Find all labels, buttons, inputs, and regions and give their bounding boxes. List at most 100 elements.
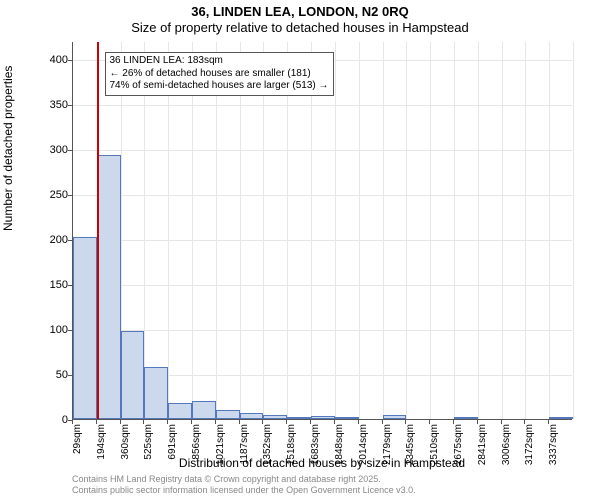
x-tick-label: 360sqm xyxy=(120,424,131,474)
y-tick-mark xyxy=(68,375,72,376)
x-tick-mark xyxy=(358,420,359,424)
x-tick-mark xyxy=(167,420,168,424)
gridline-v xyxy=(359,42,360,419)
gridline-h xyxy=(73,195,572,196)
x-tick-mark xyxy=(286,420,287,424)
chart-title-sub: Size of property relative to detached ho… xyxy=(0,20,600,35)
x-tick-mark xyxy=(405,420,406,424)
gridline-v xyxy=(525,42,526,419)
x-tick-mark xyxy=(477,420,478,424)
gridline-h xyxy=(73,105,572,106)
x-tick-label: 29sqm xyxy=(72,424,83,474)
gridline-v xyxy=(335,42,336,419)
y-tick-label: 200 xyxy=(28,234,68,246)
gridline-v xyxy=(144,42,145,419)
y-tick-label: 350 xyxy=(28,99,68,111)
y-tick-mark xyxy=(68,195,72,196)
gridline-v xyxy=(502,42,503,419)
gridline-h xyxy=(73,150,572,151)
y-tick-label: 0 xyxy=(28,414,68,426)
gridline-v xyxy=(168,42,169,419)
y-tick-mark xyxy=(68,105,72,106)
y-tick-label: 400 xyxy=(28,54,68,66)
chart-title-main: 36, LINDEN LEA, LONDON, N2 0RQ xyxy=(0,4,600,19)
x-tick-mark xyxy=(429,420,430,424)
x-tick-label: 2179sqm xyxy=(382,424,393,474)
x-tick-label: 2841sqm xyxy=(477,424,488,474)
gridline-v xyxy=(216,42,217,419)
annotation-line-1: 36 LINDEN LEA: 183sqm xyxy=(110,55,329,68)
gridline-v xyxy=(549,42,550,419)
y-tick-label: 250 xyxy=(28,189,68,201)
y-tick-mark xyxy=(68,240,72,241)
histogram-bar xyxy=(216,410,240,419)
x-tick-label: 3006sqm xyxy=(501,424,512,474)
y-axis-label: Number of detached properties xyxy=(1,66,15,231)
gridline-v xyxy=(430,42,431,419)
y-tick-label: 150 xyxy=(28,279,68,291)
x-tick-label: 1518sqm xyxy=(286,424,297,474)
property-marker-line xyxy=(97,42,99,419)
histogram-bar xyxy=(168,403,192,419)
x-tick-mark xyxy=(524,420,525,424)
annotation-line-2: ← 26% of detached houses are smaller (18… xyxy=(110,68,329,81)
gridline-h xyxy=(73,285,572,286)
y-tick-label: 300 xyxy=(28,144,68,156)
x-tick-mark xyxy=(262,420,263,424)
gridline-v xyxy=(406,42,407,419)
x-tick-mark xyxy=(191,420,192,424)
chart-container: 36, LINDEN LEA, LONDON, N2 0RQ Size of p… xyxy=(0,0,600,500)
gridline-h xyxy=(73,240,572,241)
histogram-bar xyxy=(335,417,359,419)
x-tick-label: 2014sqm xyxy=(358,424,369,474)
gridline-v xyxy=(311,42,312,419)
x-tick-label: 1021sqm xyxy=(215,424,226,474)
histogram-bar xyxy=(192,401,216,419)
histogram-bar xyxy=(73,237,97,419)
x-tick-mark xyxy=(239,420,240,424)
x-tick-mark xyxy=(96,420,97,424)
x-tick-label: 1848sqm xyxy=(334,424,345,474)
y-tick-mark xyxy=(68,60,72,61)
histogram-bar xyxy=(549,417,573,419)
annotation-box: 36 LINDEN LEA: 183sqm ← 26% of detached … xyxy=(105,52,334,96)
gridline-v xyxy=(383,42,384,419)
annotation-line-3: 74% of semi-detached houses are larger (… xyxy=(110,80,329,93)
histogram-bar xyxy=(287,417,311,419)
credits: Contains HM Land Registry data © Crown c… xyxy=(72,474,416,496)
gridline-v xyxy=(263,42,264,419)
histogram-bar xyxy=(144,367,168,419)
x-tick-mark xyxy=(334,420,335,424)
x-tick-mark xyxy=(382,420,383,424)
x-tick-label: 856sqm xyxy=(191,424,202,474)
x-tick-label: 691sqm xyxy=(167,424,178,474)
gridline-v xyxy=(454,42,455,419)
x-tick-label: 2510sqm xyxy=(429,424,440,474)
gridline-v xyxy=(478,42,479,419)
gridline-v xyxy=(573,42,574,419)
histogram-bar xyxy=(263,415,287,419)
gridline-v xyxy=(240,42,241,419)
histogram-bar xyxy=(240,413,264,419)
y-tick-mark xyxy=(68,285,72,286)
x-tick-label: 2345sqm xyxy=(405,424,416,474)
x-tick-mark xyxy=(453,420,454,424)
x-tick-label: 1187sqm xyxy=(239,424,250,474)
x-tick-mark xyxy=(548,420,549,424)
x-tick-label: 1683sqm xyxy=(310,424,321,474)
plot-area: 36 LINDEN LEA: 183sqm ← 26% of detached … xyxy=(72,42,572,420)
x-tick-mark xyxy=(215,420,216,424)
histogram-bar xyxy=(311,416,335,419)
x-tick-label: 1352sqm xyxy=(262,424,273,474)
y-tick-label: 100 xyxy=(28,324,68,336)
gridline-v xyxy=(192,42,193,419)
gridline-h xyxy=(73,330,572,331)
x-tick-label: 2675sqm xyxy=(453,424,464,474)
x-tick-label: 525sqm xyxy=(143,424,154,474)
x-tick-mark xyxy=(120,420,121,424)
x-tick-mark xyxy=(501,420,502,424)
gridline-v xyxy=(287,42,288,419)
credits-line-2: Contains public sector information licen… xyxy=(72,485,416,496)
histogram-bar xyxy=(121,331,145,419)
x-tick-label: 194sqm xyxy=(96,424,107,474)
